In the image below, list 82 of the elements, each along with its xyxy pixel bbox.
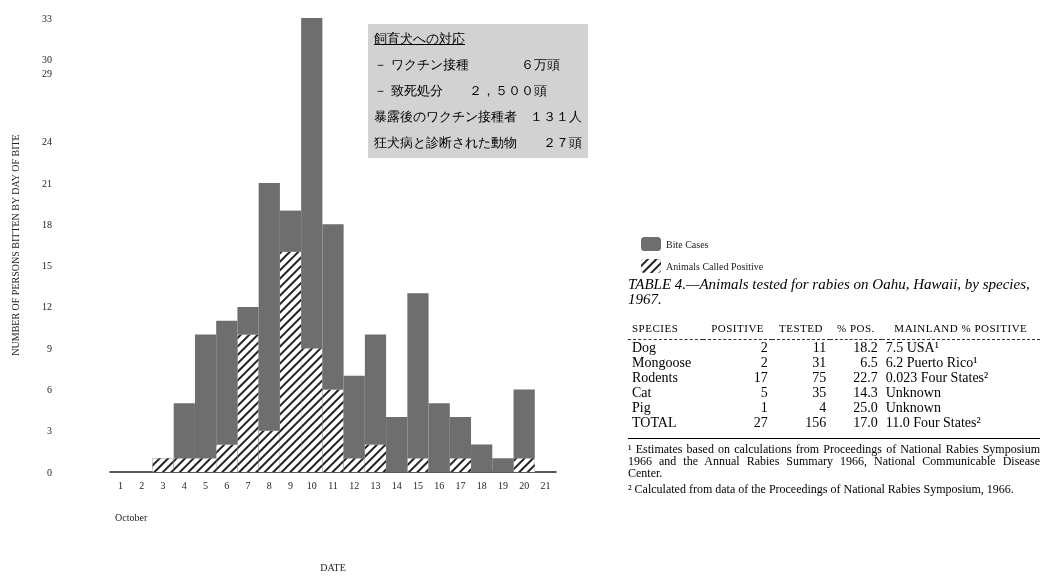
y-tick-label: 21 — [42, 177, 52, 189]
text: 11.0 Four States² — [885, 415, 981, 430]
text: 31 — [812, 355, 827, 370]
category-label: Mongoose — [632, 355, 692, 370]
y-tick-label: 15 — [42, 260, 52, 272]
x-tick-label: 3 — [160, 479, 166, 491]
x-tick-label: 21 — [540, 479, 551, 491]
y-tick-label: 3 — [47, 425, 52, 437]
text: 6.5 — [860, 355, 878, 370]
text: 17.0 — [853, 415, 878, 430]
text: 2 — [760, 340, 768, 355]
text: 75 — [812, 370, 827, 385]
text: 156 — [805, 415, 827, 430]
text: 7.5 USA¹ — [885, 340, 939, 355]
text: ¹ Estimates based on calculations from Proceedings of National Rabies Symposium 1966 and the Annual Rabies Summary 1966, National Communicable Disease Center. — [628, 438, 1040, 480]
category-label: Dog — [632, 340, 657, 355]
text: ² Calculated from data of the Proceedings of National Rabies Symposium, 1966. — [628, 481, 1015, 496]
text: SPECIES — [628, 321, 704, 340]
text: 35 — [812, 385, 827, 400]
x-tick-label: 10 — [306, 479, 317, 491]
category-label: Rodents — [632, 370, 678, 385]
category-label: % POS. — [830, 321, 882, 340]
x-tick-label: 1 — [118, 479, 124, 491]
text: 2 — [760, 355, 768, 370]
x-tick-label: 20 — [519, 479, 530, 491]
text: Unknown — [885, 385, 941, 400]
x-tick-label: 6 — [224, 479, 230, 491]
y-axis-title: NUMBER OF PERSONS BITTEN BY DAY OF BITE — [9, 134, 21, 356]
annotation: 狂犬病と診断された動物 ２７頭 — [374, 134, 582, 152]
y-tick-label: 9 — [47, 342, 52, 354]
text: 飼育犬への対応 — [374, 30, 466, 48]
x-tick-label: 19 — [497, 479, 508, 491]
category-label: TOTAL — [632, 415, 677, 430]
text: 17 — [753, 370, 768, 385]
y-tick-label: 12 — [42, 301, 52, 313]
text: 0.023 Four States² — [885, 370, 989, 385]
category-label: TESTED — [771, 321, 831, 340]
x-tick-label: 8 — [266, 479, 272, 491]
text: 1 — [760, 400, 768, 415]
x-axis-title: DATE — [320, 561, 346, 573]
legend-label: Animals Called Positive — [666, 260, 764, 272]
text: October — [115, 511, 148, 523]
text: 6.2 Puerto Rico¹ — [885, 355, 978, 370]
y-tick-label: 18 — [42, 218, 52, 230]
text: 14.3 — [853, 385, 878, 400]
x-tick-label: 18 — [476, 479, 487, 491]
annotation: － 致死処分 ２，５００頭 — [374, 82, 548, 100]
y-tick-label: 0 — [47, 466, 52, 478]
text: 18.2 — [853, 340, 878, 355]
text: 22.7 — [853, 370, 878, 385]
x-tick-label: 5 — [203, 479, 209, 491]
y-tick-label: 6 — [47, 383, 52, 395]
y-tick-label: 29 — [42, 67, 52, 79]
y-tick-label: 33 — [42, 12, 52, 24]
text: 27 — [753, 415, 768, 430]
annotation: 暴露後のワクチン接種者 １３１人 — [374, 108, 582, 126]
y-tick-label: 30 — [42, 53, 52, 65]
text: 11 — [812, 340, 827, 355]
category-label: MAINLAND % POSITIVE — [881, 321, 1040, 340]
category-label: Cat — [632, 385, 652, 400]
category-label: POSITIVE — [703, 321, 772, 340]
legend-label: Bite Cases — [666, 238, 709, 250]
y-tick-label: 24 — [42, 136, 52, 148]
text: TABLE 4.—Animals tested for rabies on Oahu, Hawaii, by species, 1967. — [628, 276, 1031, 307]
x-tick-label: 11 — [328, 479, 338, 491]
x-tick-label: 17 — [455, 479, 466, 491]
x-tick-label: 16 — [434, 479, 445, 491]
x-tick-label: 9 — [288, 479, 294, 491]
annotation: － ワクチン接種 ６万頭 — [374, 56, 561, 74]
x-tick-label: 2 — [139, 479, 145, 491]
x-tick-label: 7 — [245, 479, 251, 491]
text: 5 — [760, 385, 768, 400]
x-tick-label: 4 — [181, 479, 187, 491]
text: 4 — [819, 400, 827, 415]
category-label: Pig — [632, 400, 651, 415]
text: 25.0 — [853, 400, 878, 415]
x-tick-label: 15 — [412, 479, 423, 491]
bar — [513, 389, 535, 459]
x-tick-label: 13 — [370, 479, 381, 491]
text: Unknown — [885, 400, 941, 415]
x-tick-label: 12 — [349, 479, 360, 491]
x-tick-label: 14 — [391, 479, 402, 491]
